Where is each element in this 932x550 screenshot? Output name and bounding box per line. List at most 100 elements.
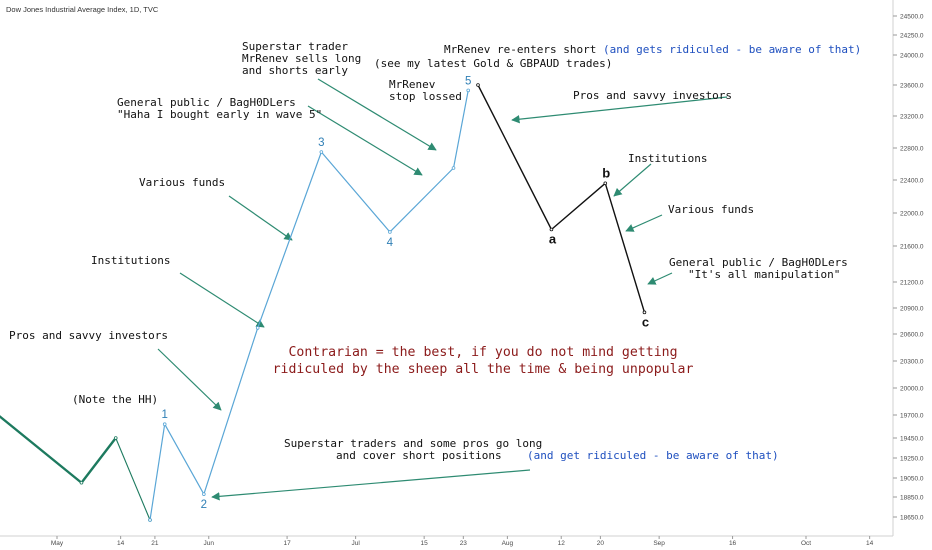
annotation: MrRenev re-enters short (and gets ridicul… [444, 43, 861, 56]
annotation: General public / BagH0DLers"Haha I bough… [117, 96, 322, 121]
annotation: Pros and savvy investors [9, 329, 168, 342]
pre-wave-line [0, 415, 117, 484]
impulse-point [451, 166, 456, 170]
annotation-line: General public / BagH0DLers [669, 256, 848, 269]
impulse-point [255, 326, 260, 330]
correction-line [477, 84, 646, 313]
wave-label-1: 1 [161, 409, 167, 421]
wave-label-5: 5 [465, 75, 471, 87]
x-tick-label: 17 [283, 540, 291, 547]
x-tick-label: 23 [460, 540, 468, 547]
annotation-line: Superstar traders and some pros go long [284, 437, 542, 450]
impulse-line [149, 90, 469, 521]
annotation-line: and shorts early [242, 64, 348, 77]
annotation-arrow [307, 105, 423, 176]
annotation-blue-note: (and gets ridiculed - be aware of that) [603, 43, 861, 56]
annotation-arrow [228, 195, 293, 241]
y-tick-label: 23200.0 [900, 113, 924, 120]
annotation: Institutions [91, 254, 170, 267]
y-tick-label: 22000.0 [900, 210, 924, 217]
time-axis: May 14 21 Jun 17 Jul 15 23 Aug 12 20 Sep 16 Oct 14 [51, 536, 874, 547]
annotation-arrows [157, 78, 728, 501]
x-tick-label: Jul [351, 540, 360, 547]
y-tick-label: 24250.0 [900, 32, 924, 39]
y-tick-label: 22800.0 [900, 145, 924, 152]
x-tick-label: 20 [597, 540, 605, 547]
y-tick-label: 22400.0 [900, 177, 924, 184]
annotation-line: Various funds [668, 203, 754, 216]
impulse-point [466, 88, 471, 93]
wave-label-c: c [642, 314, 649, 329]
y-tick-label: 21200.0 [900, 279, 924, 286]
annotation-line: and cover short positions [336, 449, 502, 462]
annotation: Various funds [668, 203, 754, 216]
wave-label-b: b [602, 165, 610, 180]
impulse-point [202, 492, 206, 496]
annotation: (see my latest Gold & GBPAUD trades) [374, 57, 612, 70]
annotation-line: MrRenev re-enters short [444, 43, 596, 56]
y-tick-label: 21600.0 [900, 243, 924, 250]
annotation: Pros and savvy investors [573, 89, 732, 102]
annotation: General public / BagH0DLers"It's all man… [669, 256, 848, 281]
annotation-line: (Note the HH) [72, 393, 158, 406]
y-tick-label: 19700.0 [900, 412, 924, 419]
center-note: Contrarian = the best, if you do not min… [273, 345, 694, 377]
wave-label-4: 4 [387, 237, 394, 249]
annotation: Superstar traders and some pros go longa… [284, 437, 779, 462]
center-note-line: ridiculed by the sheep all the time & be… [273, 362, 694, 377]
impulse-point [148, 518, 152, 522]
y-tick-label: 20000.0 [900, 385, 924, 392]
y-tick-label: 19050.0 [900, 475, 924, 482]
annotation-line: Institutions [628, 152, 707, 165]
annotation-arrow [613, 163, 652, 197]
annotation-line: Superstar trader [242, 40, 348, 53]
annotation-arrow [179, 272, 265, 328]
wave-label-3: 3 [318, 137, 324, 149]
chart-title: Dow Jones Industrial Average Index, 1D, … [6, 5, 159, 14]
pre-wave-point [79, 480, 84, 485]
annotation-line: stop lossed [389, 90, 462, 103]
correction-point [603, 181, 608, 186]
annotation-line: Institutions [91, 254, 170, 267]
correction-point [642, 310, 647, 315]
wave-series [0, 83, 647, 522]
annotation-arrow [511, 96, 728, 124]
x-tick-label: 14 [117, 540, 125, 547]
y-tick-label: 20300.0 [900, 358, 924, 365]
y-tick-label: 23600.0 [900, 82, 924, 89]
x-tick-label: 21 [151, 540, 159, 547]
y-tick-label: 24000.0 [900, 52, 924, 59]
annotation-line: Various funds [139, 176, 225, 189]
wave-labels: 1 2 3 4 5 a b c [161, 75, 649, 511]
x-tick-label: May [51, 540, 64, 547]
annotation: Various funds [139, 176, 225, 189]
annotation-line: "Haha I bought early in wave 5" [117, 108, 322, 121]
price-axis: 18650.0 18850.0 19050.0 19250.0 19450.0 19700… [893, 13, 924, 521]
x-tick-label: Jun [204, 540, 215, 547]
pre-wave-tail [115, 437, 151, 521]
impulse-point [319, 150, 324, 154]
x-tick-label: 12 [558, 540, 566, 547]
correction-point [476, 83, 480, 87]
annotation-line: General public / BagH0DLers [117, 96, 296, 109]
y-tick-label: 19250.0 [900, 455, 924, 462]
annotation-arrow [647, 272, 673, 285]
annotation-line: Pros and savvy investors [573, 89, 732, 102]
annotation-arrow [317, 78, 437, 151]
annotation-arrow [157, 348, 222, 411]
impulse-point [388, 230, 392, 234]
annotation-arrow [211, 469, 531, 501]
annotation-line: Pros and savvy investors [9, 329, 168, 342]
impulse-point [162, 422, 167, 427]
annotation-line: MrRenev [389, 78, 436, 91]
wave-label-a: a [549, 232, 557, 247]
correction-point [549, 227, 554, 232]
wave-label-2: 2 [201, 499, 207, 511]
annotation-line: MrRenev sells long [242, 52, 361, 65]
y-tick-label: 20600.0 [900, 331, 924, 338]
x-tick-label: Sep [653, 540, 665, 547]
